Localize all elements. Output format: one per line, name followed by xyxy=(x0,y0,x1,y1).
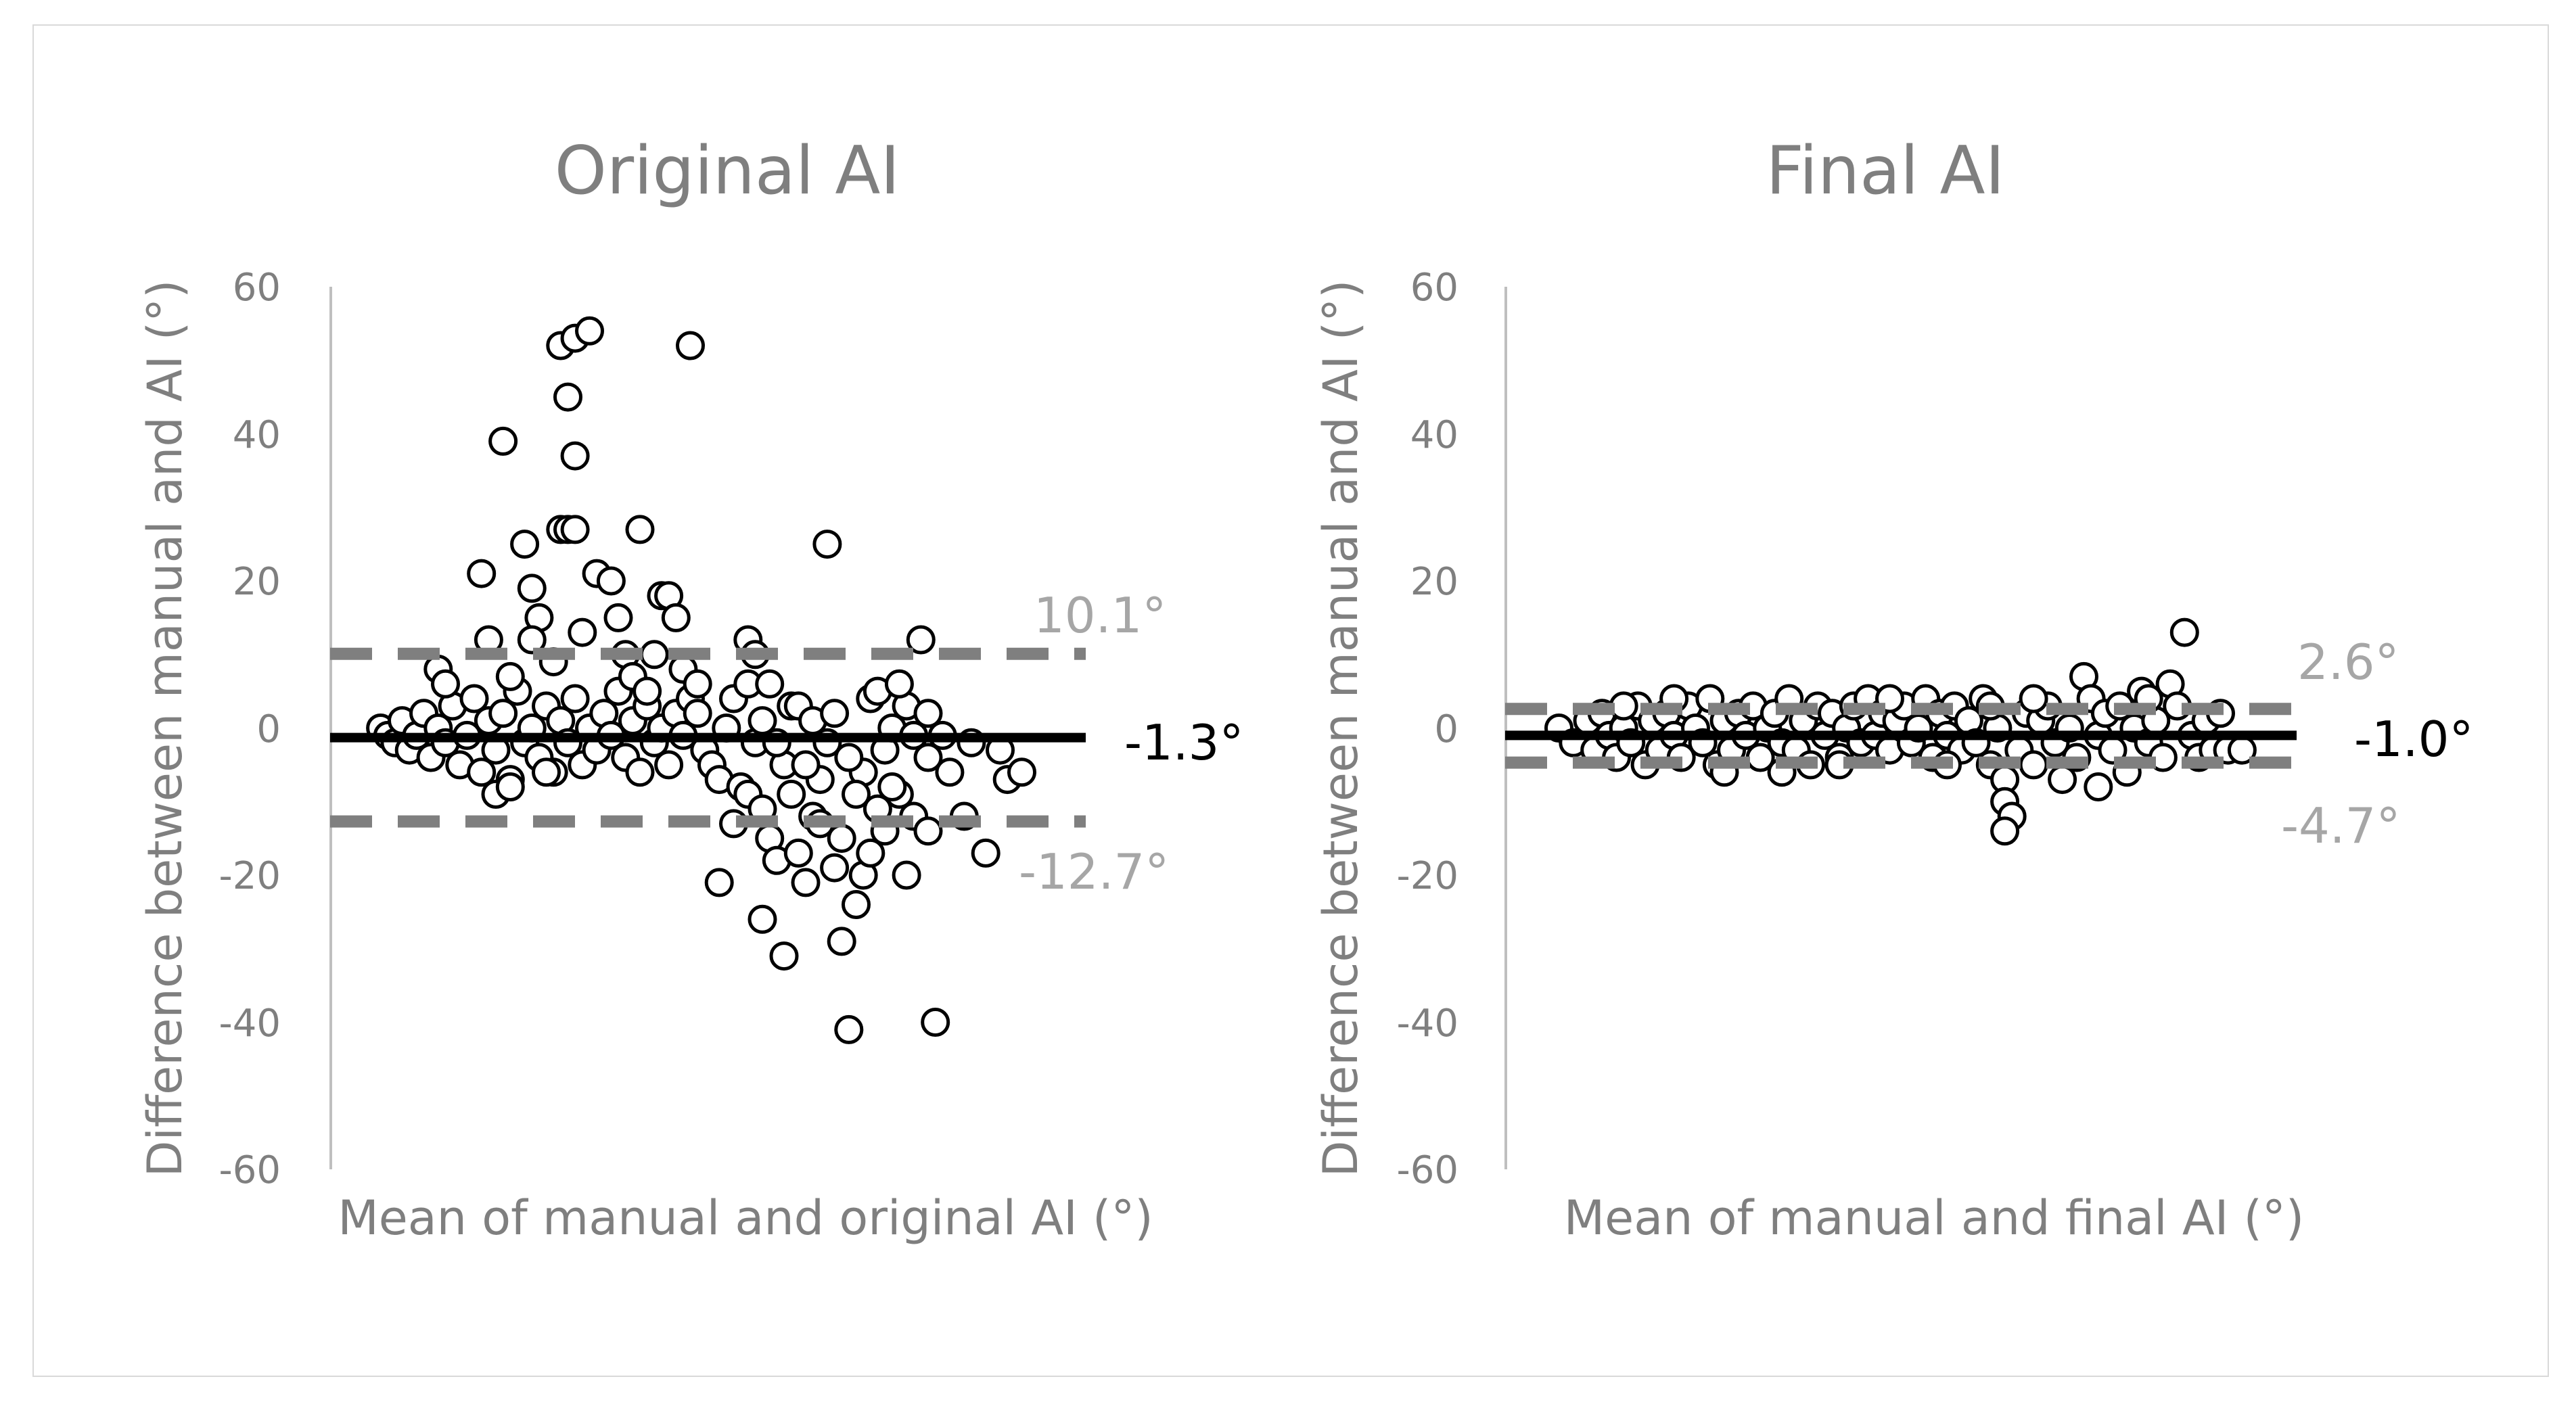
data-point xyxy=(2084,772,2113,801)
data-point xyxy=(661,603,691,632)
data-point xyxy=(683,699,712,728)
data-point xyxy=(2019,684,2048,713)
data-point xyxy=(834,743,864,772)
panel-original-ai: Original AI 60 40 20 0 -20 -40 -60 Diffe… xyxy=(137,133,1243,1246)
y-tick-label: -60 xyxy=(1397,1148,1458,1192)
x-axis-title: Mean of manual and final AI (°) xyxy=(1564,1190,2305,1246)
data-point xyxy=(517,574,547,603)
data-point xyxy=(913,743,943,772)
data-point xyxy=(467,559,497,588)
data-point xyxy=(560,684,590,713)
data-point xyxy=(834,1014,864,1044)
data-point xyxy=(467,757,497,787)
data-point xyxy=(560,515,590,544)
data-point xyxy=(842,890,871,919)
y-tick-label: 40 xyxy=(1410,413,1458,457)
data-point xyxy=(603,603,633,632)
upper-limit-label: 10.1° xyxy=(1034,587,1166,644)
data-point xyxy=(532,757,561,787)
data-point xyxy=(748,904,777,934)
data-point xyxy=(827,824,856,853)
scatter-points xyxy=(366,316,1036,1044)
data-point xyxy=(488,699,518,728)
panel-title: Final AI xyxy=(1766,133,2005,210)
data-point xyxy=(842,779,871,809)
data-point xyxy=(553,382,582,412)
data-point xyxy=(517,625,547,655)
data-point xyxy=(820,853,850,883)
x-axis-title: Mean of manual and original AI (°) xyxy=(338,1190,1153,1246)
data-point xyxy=(820,699,850,728)
data-point xyxy=(683,669,712,699)
data-point xyxy=(495,772,525,801)
data-point xyxy=(575,316,604,346)
data-point xyxy=(877,772,907,801)
data-point xyxy=(676,331,705,360)
data-point xyxy=(921,1008,950,1037)
data-point xyxy=(892,860,921,890)
data-point xyxy=(625,515,655,544)
y-tick-label: -60 xyxy=(219,1148,281,1192)
data-point xyxy=(510,530,540,559)
y-tick-label: 60 xyxy=(233,266,281,310)
y-tick-label: -40 xyxy=(219,1002,281,1046)
y-tick-label: 0 xyxy=(256,707,281,751)
data-point xyxy=(769,941,799,971)
y-tick-label: 20 xyxy=(1410,560,1458,604)
data-point xyxy=(783,838,813,868)
data-point xyxy=(431,669,460,699)
bias-label: -1.3° xyxy=(1124,714,1243,771)
data-point xyxy=(1990,816,2020,846)
y-tick-label: 20 xyxy=(233,560,281,604)
data-point xyxy=(625,757,655,787)
data-point xyxy=(827,927,856,956)
data-point xyxy=(488,426,518,456)
lower-limit-label: -4.7° xyxy=(2281,797,2400,854)
lower-limit-label: -12.7° xyxy=(1019,843,1169,900)
data-point xyxy=(704,868,734,897)
data-point xyxy=(884,669,914,699)
y-tick-label: 40 xyxy=(233,413,281,457)
data-point xyxy=(856,838,886,868)
panel-title: Original AI xyxy=(555,133,900,210)
data-point xyxy=(755,669,785,699)
data-point xyxy=(459,684,489,713)
y-tick-label: 0 xyxy=(1434,707,1458,751)
bias-label: -1.0° xyxy=(2354,711,2473,768)
y-tick-label: -40 xyxy=(1397,1002,1458,1046)
panel-final-ai: Final AI 60 40 20 0 -20 -40 -60 Differen… xyxy=(1313,133,2473,1246)
y-tick-label: -20 xyxy=(1397,854,1458,898)
data-point xyxy=(2019,750,2048,780)
data-point xyxy=(639,640,669,670)
data-point xyxy=(777,779,806,809)
data-point xyxy=(935,757,965,787)
y-tick-labels: 60 40 20 0 -20 -40 -60 xyxy=(219,266,281,1192)
y-tick-label: 60 xyxy=(1410,266,1458,310)
data-point xyxy=(913,816,943,846)
data-point xyxy=(632,676,662,706)
data-point xyxy=(913,699,943,728)
data-point xyxy=(560,441,590,471)
y-tick-labels: 60 40 20 0 -20 -40 -60 xyxy=(1397,266,1458,1192)
data-point xyxy=(791,868,821,897)
y-axis-title: Difference between manual and AI (°) xyxy=(137,280,193,1177)
y-axis-title: Difference between manual and AI (°) xyxy=(1313,280,1368,1177)
data-point xyxy=(568,617,597,647)
data-point xyxy=(971,838,1001,868)
upper-limit-label: 2.6° xyxy=(2297,634,2399,691)
data-point xyxy=(791,750,821,780)
data-point xyxy=(654,750,684,780)
data-point xyxy=(1007,757,1036,787)
data-point xyxy=(495,661,525,691)
data-point xyxy=(812,530,842,559)
data-point xyxy=(596,566,626,596)
data-point xyxy=(2169,617,2199,647)
y-tick-label: -20 xyxy=(219,854,281,898)
data-point xyxy=(906,625,936,655)
